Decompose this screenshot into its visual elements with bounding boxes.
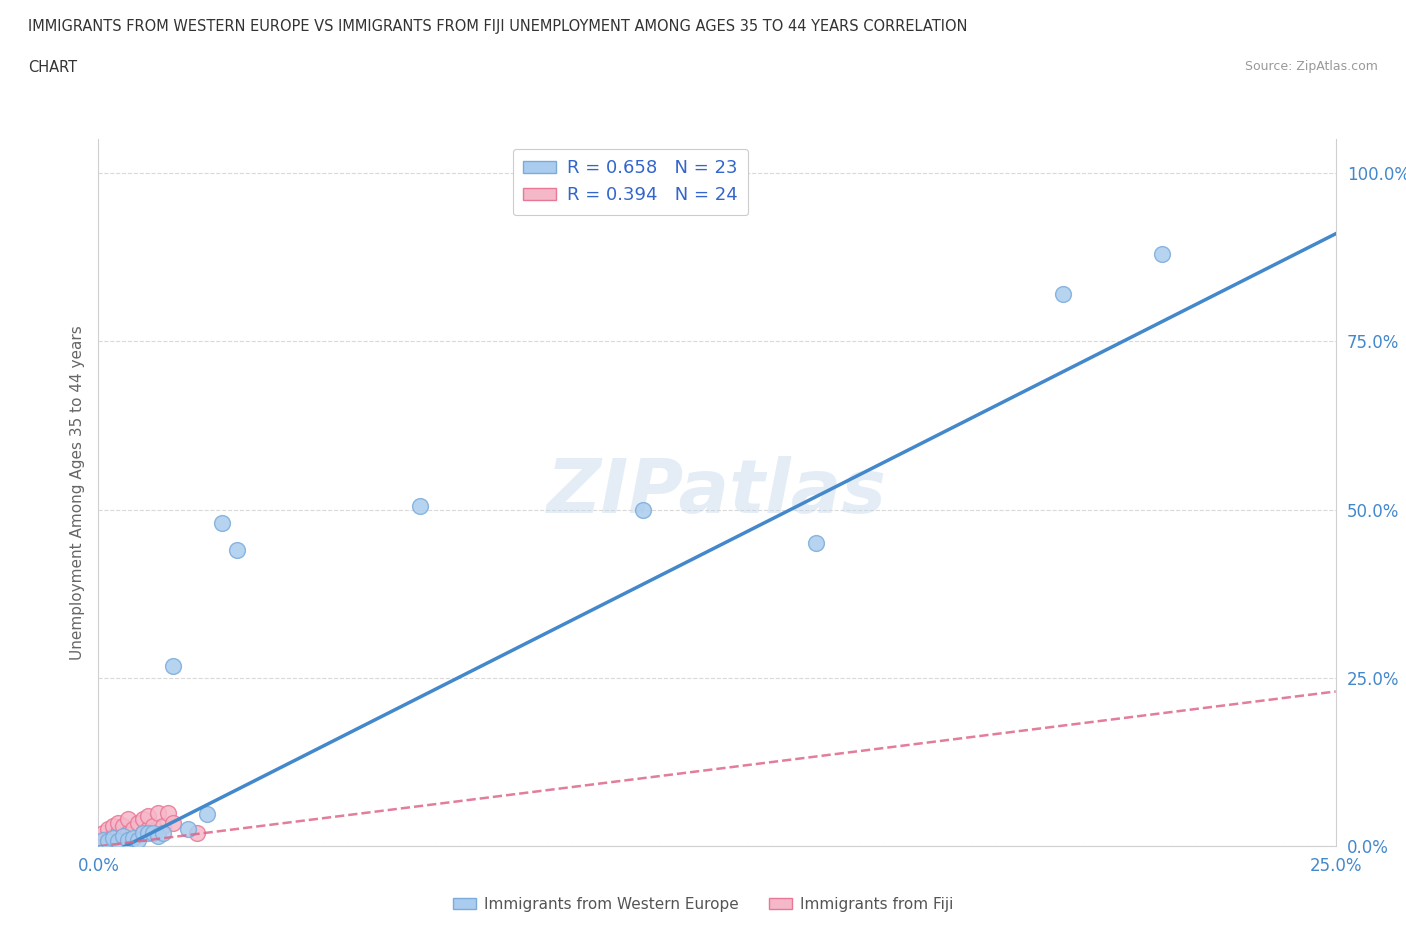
Point <box>97 830 120 845</box>
Point <box>127 832 149 847</box>
Point <box>132 826 155 841</box>
Point <box>107 826 129 841</box>
Point <box>107 816 129 830</box>
Point <box>103 830 125 845</box>
Point <box>146 805 169 820</box>
Y-axis label: Unemployment Among Ages 35 to 44 years: Unemployment Among Ages 35 to 44 years <box>69 326 84 660</box>
Point <box>122 822 145 837</box>
Point <box>1152 246 1174 261</box>
Point <box>211 516 233 531</box>
Point <box>132 826 155 841</box>
Text: IMMIGRANTS FROM WESTERN EUROPE VS IMMIGRANTS FROM FIJI UNEMPLOYMENT AMONG AGES 3: IMMIGRANTS FROM WESTERN EUROPE VS IMMIGR… <box>28 19 967 33</box>
Point <box>112 829 135 844</box>
Point <box>107 833 129 848</box>
Point <box>112 829 135 844</box>
Point <box>136 822 159 837</box>
Point <box>93 832 115 847</box>
Point <box>136 808 159 823</box>
Legend: Immigrants from Western Europe, Immigrants from Fiji: Immigrants from Western Europe, Immigran… <box>447 891 959 918</box>
Point <box>122 830 145 845</box>
Text: ZIPatlas: ZIPatlas <box>547 457 887 529</box>
Point <box>136 826 159 841</box>
Point <box>804 536 827 551</box>
Point <box>186 826 208 841</box>
Point <box>226 543 249 558</box>
Point <box>97 833 120 848</box>
Point <box>142 818 165 833</box>
Point <box>93 832 115 847</box>
Point <box>195 806 218 821</box>
Point <box>142 826 165 841</box>
Point <box>162 816 184 830</box>
Point <box>162 658 184 673</box>
Point <box>631 502 654 517</box>
Point <box>117 826 139 841</box>
Point <box>176 822 198 837</box>
Point <box>112 818 135 833</box>
Point <box>132 812 155 827</box>
Legend: R = 0.658   N = 23, R = 0.394   N = 24: R = 0.658 N = 23, R = 0.394 N = 24 <box>513 149 748 215</box>
Point <box>93 826 115 841</box>
Point <box>1052 286 1074 301</box>
Point <box>97 822 120 837</box>
Point <box>103 829 125 844</box>
Point <box>409 498 432 513</box>
Point <box>146 829 169 844</box>
Text: Source: ZipAtlas.com: Source: ZipAtlas.com <box>1244 60 1378 73</box>
Text: CHART: CHART <box>28 60 77 75</box>
Point <box>127 816 149 830</box>
Point <box>117 812 139 827</box>
Point <box>117 832 139 847</box>
Point <box>103 818 125 833</box>
Point <box>156 805 179 820</box>
Point <box>152 826 174 841</box>
Point <box>152 818 174 833</box>
